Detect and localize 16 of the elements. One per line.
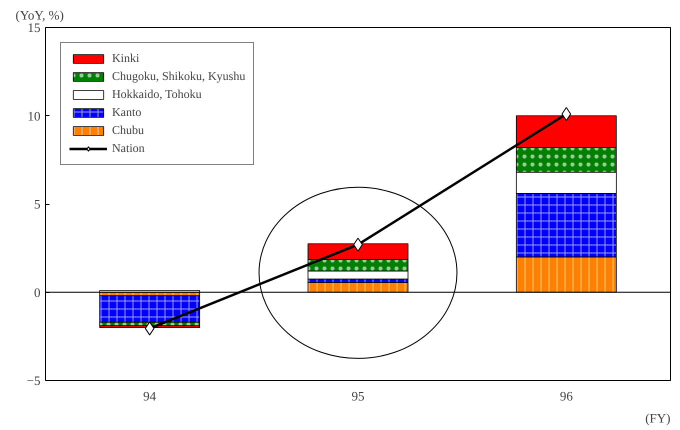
x-tick-label: 94 — [143, 388, 157, 404]
legend-label: Hokkaido, Tohoku — [112, 87, 202, 102]
y-tick-label: 5 — [34, 196, 40, 212]
legend-label: Chubu — [112, 123, 144, 138]
x-tick-label: 95 — [352, 388, 364, 404]
y-axis-title: (YoY, %) — [16, 8, 64, 22]
x-axis-title: (FY) — [645, 410, 671, 426]
y-tick-label: −5 — [26, 373, 41, 388]
y-tick-label: 15 — [28, 20, 40, 35]
y-tick-label: 10 — [28, 108, 40, 124]
legend-label: Nation — [112, 141, 145, 156]
legend-label: Kanto — [112, 105, 142, 120]
legend-label: Kinki — [112, 51, 140, 66]
x-tick-label: 96 — [560, 388, 574, 404]
legend-label: Chugoku, Shikoku, Kyushu — [112, 69, 246, 84]
y-tick-label: 0 — [34, 284, 40, 300]
